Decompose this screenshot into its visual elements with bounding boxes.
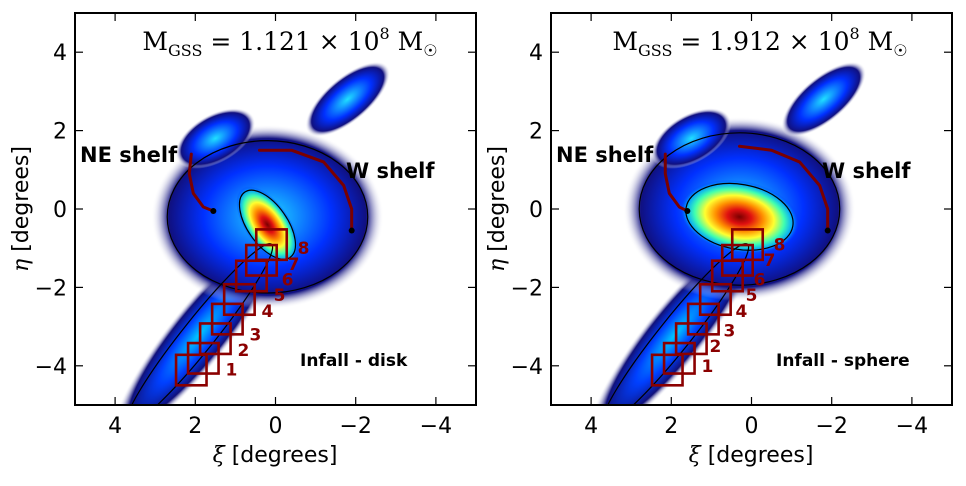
x-tick-label: −2 [339,414,371,439]
x-tick-label: −4 [420,414,452,439]
field-box-5 [222,282,256,317]
core-density [236,186,299,263]
field-label-1: 1 [701,357,713,377]
y-tick-label: 0 [53,198,67,223]
nw-plume-density [305,61,391,137]
x-tick-label: 4 [108,414,122,439]
field-label-5: 5 [746,286,758,306]
x-axis-label: ξ [degrees] [689,443,814,468]
density-contour [166,140,369,294]
field-box-4 [210,302,244,336]
field-label-3: 3 [724,322,736,342]
y-tick-label: 4 [529,41,543,66]
field-label-5: 5 [274,286,286,306]
nw-plume-density [781,61,867,137]
ne-shelf-arc [187,152,215,213]
field-label-3: 3 [250,325,262,345]
core-contour [685,182,794,251]
y-tick-label: 2 [529,120,543,145]
y-tick-label: −4 [35,355,67,380]
field-box-2 [186,341,220,375]
field-label-4: 4 [736,302,748,322]
y-tick-label: −4 [511,355,543,380]
y-tick-label: 0 [529,198,543,223]
x-tick-label: 4 [584,414,598,439]
x-axis-label: ξ [degrees] [213,443,338,468]
field-box-2 [662,341,696,375]
field-label-2: 2 [709,337,721,357]
ne-shelf-arc-end [210,207,217,214]
ne-shelf-arc-end [684,207,691,214]
model-label: Infall - disk [300,351,408,371]
field-box-1 [174,353,208,387]
core-density [679,179,800,254]
x-tick-label: 2 [664,414,678,439]
field-label-6: 6 [282,271,294,291]
density-map-disk [111,61,391,405]
core-contour [238,189,297,260]
ne-shelf-label: NE shelf [556,143,654,167]
model-label: Infall - sphere [776,351,910,371]
y-axis-label: η [degrees] [9,146,34,272]
w-shelf-arc [257,148,354,233]
ne-shelf-arc [663,152,689,213]
field-label-7: 7 [288,255,300,275]
field-label-8: 8 [298,239,310,259]
w-shelf-arc-end [824,227,831,234]
ne-plume-density [175,108,256,169]
field-box-5 [698,282,732,317]
x-tick-label: 0 [745,414,759,439]
x-tick-label: 0 [269,414,283,439]
w-shelf-arc-end [348,227,355,234]
x-tick-label: −2 [815,414,847,439]
w-shelf-label: W shelf [346,159,435,183]
y-axis-label: η [degrees] [485,146,510,272]
x-tick-label: −4 [896,414,928,439]
field-box-8 [254,228,289,262]
x-tick-label: 2 [188,414,202,439]
field-box-1 [650,353,684,387]
w-shelf-label: W shelf [822,159,911,183]
panel-title: MGSS = 1.912 × 108 M☉ [612,24,907,60]
y-tick-label: −2 [35,276,67,301]
field-box-3 [198,322,232,356]
w-shelf-arc [737,144,830,233]
field-label-1: 1 [225,361,237,381]
field-box-3 [674,322,708,356]
density-contour [638,132,841,286]
panel-title: MGSS = 1.121 × 108 M☉ [142,24,437,60]
field-box-4 [686,302,720,336]
ne-shelf-label: NE shelf [80,143,178,167]
field-label-8: 8 [774,235,786,255]
field-label-2: 2 [237,341,249,361]
field-label-7: 7 [764,251,776,271]
field-box-8 [730,228,765,262]
y-tick-label: 2 [53,120,67,145]
field-label-6: 6 [754,271,766,291]
y-tick-label: 4 [53,41,67,66]
field-label-4: 4 [262,302,274,322]
y-tick-label: −2 [511,276,543,301]
